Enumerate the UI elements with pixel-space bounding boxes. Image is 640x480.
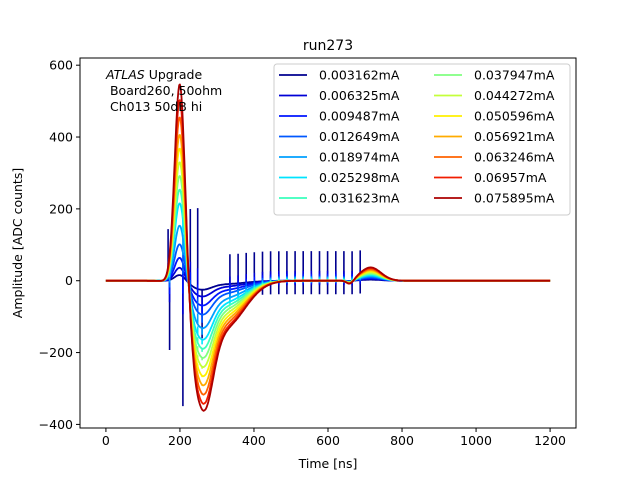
x-axis-label: Time [ns] bbox=[298, 456, 358, 471]
legend-label: 0.050596mA bbox=[474, 109, 555, 124]
legend-entry: 0.012649mA bbox=[279, 129, 400, 144]
legend-label: 0.018974mA bbox=[319, 150, 400, 165]
x-tick-label: 0 bbox=[102, 433, 110, 448]
y-tick-label: 200 bbox=[49, 201, 73, 216]
legend-entry: 0.009487mA bbox=[279, 109, 400, 124]
legend-label: 0.056921mA bbox=[474, 129, 555, 144]
x-tick-label: 1200 bbox=[534, 433, 566, 448]
y-tick-label: −400 bbox=[39, 417, 73, 432]
legend-entry: 0.025298mA bbox=[279, 170, 400, 185]
annotation-upgrade: Upgrade bbox=[145, 67, 203, 82]
legend-entry: 0.056921mA bbox=[434, 129, 555, 144]
x-tick-label: 800 bbox=[390, 433, 414, 448]
y-tick-label: 600 bbox=[49, 58, 73, 73]
legend-entry: 0.006325mA bbox=[279, 88, 400, 103]
legend-label: 0.031623mA bbox=[319, 191, 400, 206]
ticks-layer: 0 200 400 600 800 1000 1200 −400 −200 0 200 400 600 bbox=[39, 58, 566, 448]
atlas-annotation: ATLAS Upgrade Board260, 50ohm Ch013 50dB… bbox=[105, 67, 222, 114]
legend-label: 0.037947mA bbox=[474, 68, 555, 83]
y-tick-label: 0 bbox=[65, 273, 73, 288]
legend-label: 0.006325mA bbox=[319, 88, 400, 103]
legend-label: 0.012649mA bbox=[319, 129, 400, 144]
legend-label: 0.025298mA bbox=[319, 170, 400, 185]
series-layer bbox=[105, 83, 551, 412]
legend-entry: 0.044272mA bbox=[434, 88, 555, 103]
x-tick-label: 600 bbox=[316, 433, 340, 448]
legend-entry: 0.063246mA bbox=[434, 150, 555, 165]
legend-frame bbox=[273, 63, 571, 216]
legend-entry: 0.003162mA bbox=[279, 68, 400, 83]
legend-entry: 0.037947mA bbox=[434, 68, 555, 83]
x-tick-label: 400 bbox=[242, 433, 266, 448]
chart-title: run273 bbox=[303, 38, 353, 54]
legend-entry: 0.06957mA bbox=[434, 170, 547, 185]
x-tick-label: 1000 bbox=[460, 433, 492, 448]
legend-entry: 0.031623mA bbox=[279, 191, 400, 206]
legend-label: 0.009487mA bbox=[319, 109, 400, 124]
series-line bbox=[105, 83, 551, 412]
legend-label: 0.003162mA bbox=[319, 68, 400, 83]
annotation-atlas: ATLAS bbox=[105, 67, 145, 82]
legend: 0.003162mA 0.006325mA 0.009487mA 0.012649mA… bbox=[273, 63, 571, 216]
y-axis-label: Amplitude [ADC counts] bbox=[10, 168, 25, 318]
legend-label: 0.06957mA bbox=[474, 170, 547, 185]
legend-label: 0.044272mA bbox=[474, 88, 555, 103]
legend-entry: 0.018974mA bbox=[279, 150, 400, 165]
legend-entry: 0.050596mA bbox=[434, 109, 555, 124]
svg-text:ATLAS Upgrade: ATLAS Upgrade bbox=[105, 67, 202, 82]
legend-label: 0.075895mA bbox=[474, 191, 555, 206]
annotation-channel: Ch013 50dB hi bbox=[106, 99, 202, 114]
legend-entry: 0.075895mA bbox=[434, 191, 555, 206]
legend-label: 0.063246mA bbox=[474, 150, 555, 165]
y-tick-label: 400 bbox=[49, 130, 73, 145]
x-tick-label: 200 bbox=[168, 433, 192, 448]
y-tick-label: −200 bbox=[39, 345, 73, 360]
annotation-board: Board260, 50ohm bbox=[106, 83, 222, 98]
